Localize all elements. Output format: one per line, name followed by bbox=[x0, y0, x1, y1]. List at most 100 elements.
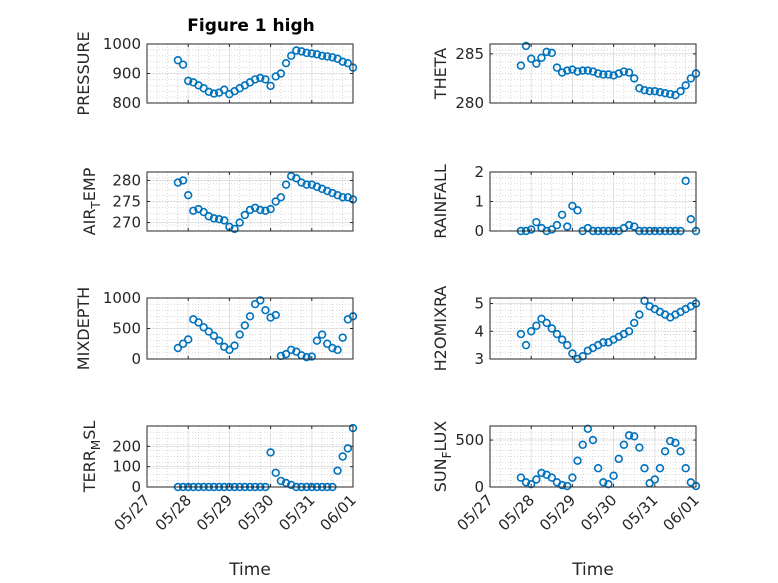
y-tick-label: 900 bbox=[112, 65, 141, 83]
y-tick-label: 200 bbox=[112, 437, 141, 455]
axes-box bbox=[146, 425, 354, 488]
data-point bbox=[184, 335, 193, 344]
data-point bbox=[323, 186, 332, 196]
data-point bbox=[568, 65, 577, 74]
data-point bbox=[604, 479, 613, 489]
data-point bbox=[563, 481, 572, 491]
data-point bbox=[271, 310, 280, 320]
data-point bbox=[660, 88, 670, 98]
data-point bbox=[521, 478, 531, 487]
data-point bbox=[199, 323, 208, 332]
data-point bbox=[563, 66, 572, 75]
data-point bbox=[521, 340, 531, 350]
data-point bbox=[338, 452, 347, 461]
data-point bbox=[240, 210, 250, 220]
data-point bbox=[532, 475, 541, 484]
data-point bbox=[173, 56, 183, 65]
y-tick-label: 1000 bbox=[103, 289, 141, 307]
data-point bbox=[557, 480, 567, 490]
data-point bbox=[343, 444, 353, 453]
subplot-mixdepth: 0 500 1000 MIXDEPTH bbox=[74, 287, 358, 370]
data-point bbox=[681, 464, 690, 473]
data-point bbox=[343, 58, 353, 68]
data-point bbox=[516, 329, 526, 339]
data-point bbox=[214, 336, 224, 345]
data-point bbox=[209, 331, 219, 341]
subplot-h2omixra: 3 4 5 H2OMIXRA bbox=[431, 286, 701, 372]
data-point bbox=[547, 324, 556, 333]
data-point bbox=[173, 343, 183, 353]
data-point bbox=[629, 74, 639, 83]
axes-box bbox=[489, 43, 697, 104]
data-point bbox=[666, 89, 675, 99]
data-point bbox=[547, 225, 556, 234]
data-point bbox=[629, 432, 639, 441]
data-point bbox=[235, 330, 244, 339]
data-point bbox=[256, 296, 265, 305]
data-point bbox=[194, 318, 203, 327]
data-point bbox=[266, 204, 275, 214]
data-point bbox=[578, 66, 587, 75]
data-point bbox=[333, 190, 342, 200]
data-point bbox=[343, 193, 353, 202]
data-point bbox=[655, 87, 665, 97]
figure-title: Figure 1 high bbox=[187, 16, 315, 36]
data-point bbox=[302, 48, 311, 58]
data-point bbox=[568, 473, 577, 482]
data-point bbox=[588, 67, 598, 76]
data-point bbox=[323, 52, 332, 61]
data-point bbox=[563, 340, 572, 350]
data-point bbox=[537, 468, 546, 478]
y-tick-label: 280 bbox=[455, 94, 484, 112]
data-point bbox=[287, 172, 296, 181]
y-tick-label: 500 bbox=[455, 431, 484, 449]
y-tick-label: 0 bbox=[474, 222, 484, 240]
data-point bbox=[292, 46, 301, 55]
data-point bbox=[609, 71, 618, 80]
y-axis-label: MIXDEPTH bbox=[74, 287, 93, 370]
data-point bbox=[532, 321, 541, 330]
data-point bbox=[573, 456, 582, 465]
data-point bbox=[532, 217, 541, 227]
y-axis-label: TERRMSL bbox=[80, 421, 103, 494]
data-point bbox=[532, 59, 541, 68]
data-point bbox=[578, 352, 587, 361]
data-point bbox=[516, 61, 526, 70]
y-tick-label: 800 bbox=[112, 94, 141, 112]
data-point bbox=[173, 178, 183, 187]
data-point bbox=[557, 335, 567, 344]
data-point bbox=[624, 220, 634, 230]
data-point bbox=[250, 203, 260, 213]
data-point bbox=[624, 327, 634, 336]
data-point bbox=[557, 68, 567, 77]
y-axis-label: AIRTEMP bbox=[80, 167, 103, 235]
data-point bbox=[640, 86, 649, 95]
data-point bbox=[537, 314, 546, 323]
data-point bbox=[230, 224, 239, 234]
data-point bbox=[557, 210, 567, 219]
data-point bbox=[276, 476, 286, 486]
x-axis-label: Time bbox=[228, 560, 271, 580]
y-tick-label: 0 bbox=[131, 478, 141, 496]
data-point bbox=[261, 75, 270, 84]
data-point bbox=[604, 70, 613, 79]
data-point bbox=[245, 205, 255, 215]
data-point bbox=[276, 193, 286, 202]
subplot-pressure: 800 900 1000 PRESSURE bbox=[74, 31, 358, 116]
data-point bbox=[573, 206, 582, 215]
y-axis-label: H2OMIXRA bbox=[431, 286, 450, 372]
data-point bbox=[333, 466, 342, 475]
data-point bbox=[189, 206, 198, 215]
axes-box bbox=[489, 425, 697, 488]
data-point bbox=[178, 176, 188, 185]
data-point bbox=[552, 220, 562, 230]
data-point bbox=[235, 218, 244, 227]
data-point bbox=[199, 207, 208, 217]
data-point bbox=[184, 76, 193, 86]
data-point bbox=[271, 197, 280, 206]
data-point bbox=[328, 188, 337, 198]
data-point bbox=[307, 352, 316, 361]
data-point bbox=[281, 349, 291, 359]
data-point bbox=[317, 330, 327, 339]
